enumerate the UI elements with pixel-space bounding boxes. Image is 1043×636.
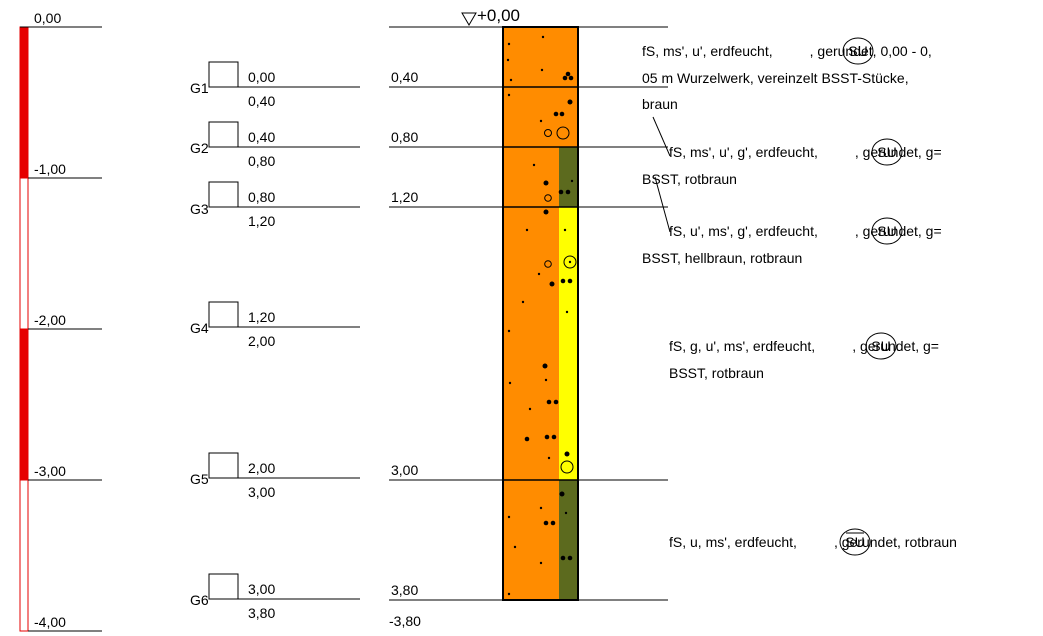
description-line: fS, g, u', ms', erdfeucht,, gerundet, g= — [669, 338, 939, 354]
layer-5-pattern — [507, 491, 573, 596]
soil-symbol-circle — [865, 332, 897, 360]
sample-g4: G4 1,20 2,00 — [190, 301, 360, 349]
layer-3-dark-strip — [559, 147, 578, 207]
description-line: fS, ms', u', erdfeucht,, gerundet, 0,00 … — [642, 43, 932, 59]
description-line: BSST, rotbraun — [642, 171, 737, 187]
layer-4 — [503, 207, 559, 480]
water-level-icon — [461, 12, 477, 26]
layer-5-dark-strip — [559, 480, 578, 600]
sample-g5: G5 2,00 3,00 — [190, 452, 360, 500]
layer-4-yellow-strip — [559, 207, 578, 480]
description-1: fS, ms', u', erdfeucht,, gerundet, 0,00 … — [642, 37, 932, 112]
sample-top: 3,00 — [248, 581, 275, 597]
soil-symbol-circle — [871, 217, 903, 245]
sample-bottom: 3,80 — [248, 605, 275, 621]
sample-id: G3 — [190, 201, 209, 217]
layer-1-pattern — [506, 35, 574, 82]
layer-3-pattern — [532, 163, 574, 202]
sample-bottom: 0,40 — [248, 93, 275, 109]
scale-label: -1,00 — [34, 161, 66, 177]
sample-bottom: 2,00 — [248, 333, 275, 349]
layer-depth-label: 3,00 — [391, 462, 418, 478]
sample-box — [208, 61, 239, 88]
soil-symbol-circle — [871, 138, 903, 166]
scale-label: 0,00 — [34, 10, 61, 26]
layer-2 — [503, 87, 578, 147]
sample-id: G6 — [190, 592, 209, 608]
sample-top: 0,00 — [248, 69, 275, 85]
sample-box — [208, 181, 239, 208]
description-4: fS, g, u', ms', erdfeucht,, gerundet, g=… — [669, 332, 939, 381]
sample-g3: G3 0,80 1,20 — [190, 181, 360, 229]
soil-column — [502, 26, 579, 601]
depth-scale: 0,00 -1,00 -2,00 -3,00 -4,00 — [19, 10, 102, 632]
scale-segment-1 — [19, 177, 29, 330]
sample-id: G1 — [190, 80, 209, 96]
layer-2-pattern — [507, 93, 573, 140]
sample-g2: G2 0,40 0,80 — [190, 121, 360, 169]
sample-g6: G6 3,00 3,80 — [190, 573, 360, 621]
scale-label: -3,00 — [34, 463, 66, 479]
sample-box — [208, 301, 239, 328]
description-5: fS, u, ms', erdfeucht,, gerundet, rotbra… — [669, 528, 957, 556]
sample-id: G2 — [190, 140, 209, 156]
scale-segment-0 — [19, 26, 29, 179]
soil-symbol: SU — [845, 534, 864, 550]
description-line: fS, u', ms', g', erdfeucht,, gerundet, g… — [669, 223, 942, 239]
sample-top: 2,00 — [248, 460, 275, 476]
layer-depth-label: 1,20 — [391, 189, 418, 205]
layer-4-pattern — [507, 209, 577, 474]
sample-box — [208, 121, 239, 148]
sample-bottom: 1,20 — [248, 213, 275, 229]
sample-top: 1,20 — [248, 309, 275, 325]
description-2: fS, ms', u', g', erdfeucht,, gerundet, g… — [642, 138, 942, 187]
sample-g1: G1 0,00 0,40 — [190, 61, 360, 109]
scale-label: -4,00 — [34, 614, 66, 630]
description-3: fS, u', ms', g', erdfeucht,, gerundet, g… — [642, 217, 942, 266]
soil-symbol-circle — [842, 37, 874, 65]
final-depth-label: -3,80 — [389, 613, 421, 629]
scale-segment-2 — [19, 328, 29, 481]
layer-depth-label: 3,80 — [391, 582, 418, 598]
sample-box — [208, 452, 239, 479]
description-connectors — [652, 116, 671, 233]
soil-symbol: SU — [871, 338, 890, 354]
sample-bottom: 3,00 — [248, 484, 275, 500]
description-line: fS, ms', u', g', erdfeucht,, gerundet, g… — [669, 144, 942, 160]
sample-list: G1 0,00 0,40 G2 0,40 0,80 G3 0,80 1,20 G… — [190, 61, 360, 621]
layer-3 — [503, 147, 559, 207]
layer-descriptions: fS, ms', u', erdfeucht,, gerundet, 0,00 … — [642, 37, 957, 556]
description-line: 05 m Wurzelwerk, vereinzelt BSST-Stücke, — [642, 70, 909, 86]
soil-symbol-circle — [839, 528, 871, 556]
layer-depth-label: 0,40 — [391, 69, 418, 85]
sample-top: 0,80 — [248, 189, 275, 205]
soil-symbol: SU — [877, 144, 896, 160]
sample-id: G5 — [190, 471, 209, 487]
scale-label: -2,00 — [34, 312, 66, 328]
layer-5 — [503, 480, 559, 600]
water-level-marker: +0,00 — [389, 6, 668, 28]
soil-symbol: SU — [877, 223, 896, 239]
description-line: BSST, rotbraun — [669, 365, 764, 381]
sample-bottom: 0,80 — [248, 153, 275, 169]
water-level-label: +0,00 — [477, 6, 520, 25]
column-outline — [502, 26, 579, 601]
description-line: braun — [642, 96, 678, 112]
sample-box — [208, 573, 239, 600]
layer-depth-label: 0,80 — [391, 129, 418, 145]
soil-symbol: SU — [848, 43, 867, 59]
scale-segment-3 — [19, 479, 29, 632]
sample-id: G4 — [190, 320, 209, 336]
description-line: BSST, hellbraun, rotbraun — [642, 250, 802, 266]
sample-top: 0,40 — [248, 129, 275, 145]
description-line: fS, u, ms', erdfeucht,, gerundet, rotbra… — [669, 534, 957, 550]
